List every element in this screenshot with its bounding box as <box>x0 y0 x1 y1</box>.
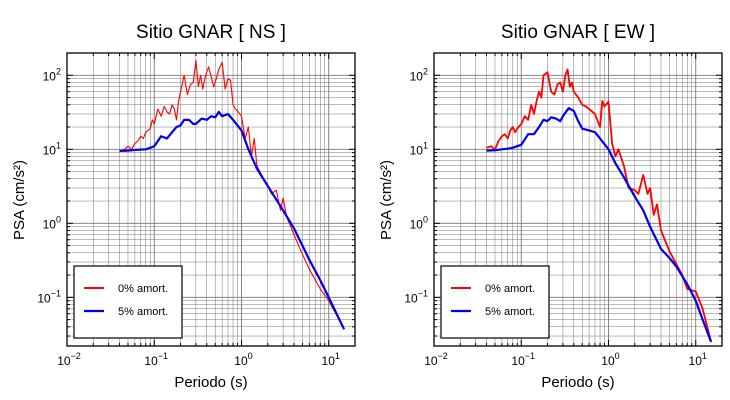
chart-title: Sitio GNAR [ EW ] <box>501 22 655 43</box>
y-tick-label: 100 <box>43 214 61 231</box>
legend-label-5-amort: 5% amort. <box>485 306 535 318</box>
series-line-0-amort <box>486 68 712 343</box>
x-tick-label: 10−2 <box>57 351 81 368</box>
x-tick-label: 101 <box>689 351 707 368</box>
plot-frame <box>433 52 723 347</box>
x-tick-label: 10−2 <box>424 351 448 368</box>
series-line-5-amort <box>119 110 346 330</box>
legend-label-0-amort: 0% amort. <box>485 283 535 295</box>
y-tick-label: 102 <box>410 66 428 83</box>
x-tick-label: 101 <box>322 351 340 368</box>
legend-box <box>73 265 183 339</box>
y-tick-label: 101 <box>43 140 61 157</box>
y-tick-label: 102 <box>43 66 61 83</box>
x-tick-label: 100 <box>601 351 619 368</box>
y-tick-label: 10−1 <box>37 288 61 305</box>
x-tick-label: 10−1 <box>511 351 535 368</box>
x-tick-label: 100 <box>234 351 252 368</box>
y-tick-label: 100 <box>410 214 428 231</box>
y-tick-label: 101 <box>410 140 428 157</box>
legend: 0% amort. 5% amort. <box>73 265 183 339</box>
y-axis-label: PSA (cm/s²) <box>378 160 395 240</box>
plot-frame <box>66 52 356 347</box>
series-line-5-amort <box>486 107 713 343</box>
legend-label-5-amort: 5% amort. <box>118 306 168 318</box>
x-axis-label: Periodo (s) <box>541 374 614 391</box>
legend: 0% amort. 5% amort. <box>440 265 550 339</box>
chart-panel-ew: Sitio GNAR [ EW ] Periodo (s) PSA (cm/s²… <box>378 22 723 391</box>
legend-label-0-amort: 0% amort. <box>118 283 168 295</box>
y-tick-label: 10−1 <box>404 288 428 305</box>
x-tick-label: 10−1 <box>144 351 168 368</box>
y-axis-label: PSA (cm/s²) <box>11 160 28 240</box>
chart-panel-ns: Sitio GNAR [ NS ] Periodo (s) PSA (cm/s²… <box>11 22 356 391</box>
legend-box <box>440 265 550 339</box>
chart-title: Sitio GNAR [ NS ] <box>136 22 286 43</box>
x-axis-label: Periodo (s) <box>174 374 247 391</box>
